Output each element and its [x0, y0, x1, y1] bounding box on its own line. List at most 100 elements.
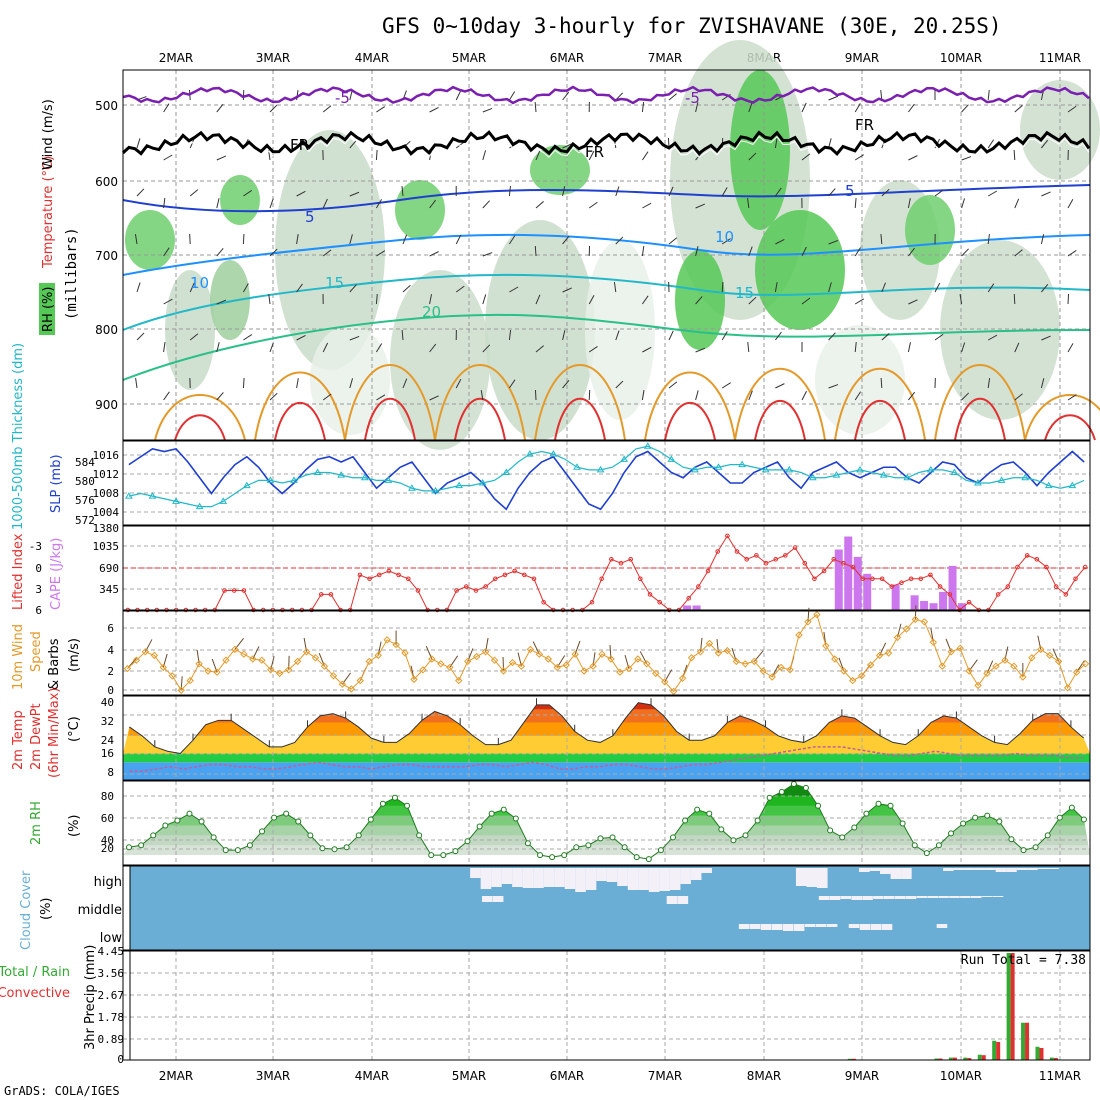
- wind-speed-marker: [240, 650, 248, 658]
- cloud-bar-low: [793, 924, 805, 931]
- cloud-bar-middle: [960, 896, 971, 898]
- wind-speed-marker: [329, 672, 338, 680]
- wind-barb: [508, 235, 516, 245]
- wind-barb: [242, 377, 245, 389]
- wind-speed-marker: [625, 664, 633, 673]
- cape-axis-label: CAPE (J/kg): [49, 538, 64, 610]
- wind-barb: [429, 294, 432, 305]
- lifted-index-marker: [463, 584, 469, 589]
- wind-tick-label: 2: [107, 665, 114, 678]
- rh-marker: [960, 820, 967, 827]
- slp-tick-label: 1016: [93, 449, 120, 462]
- wind-speed-marker: [714, 649, 723, 657]
- cloud-unit-label: (%): [39, 898, 54, 921]
- thickness-marker: [455, 481, 463, 489]
- wind-speed-marker: [938, 662, 946, 670]
- wind-barb: [1014, 342, 1020, 353]
- cape-bar: [958, 603, 967, 610]
- lifted-index-marker: [522, 572, 527, 578]
- cloud-bar-middle: [873, 896, 884, 899]
- wind-barb: [748, 296, 757, 305]
- wind-barb: [801, 390, 807, 401]
- wind-speed-marker: [759, 667, 767, 675]
- date-tick-bottom: 10MAR: [940, 1069, 982, 1083]
- wind-barb: [216, 198, 220, 209]
- precip-convective-bar: [1025, 1022, 1030, 1060]
- temp-panel-frame: [122, 695, 1091, 781]
- lifted-index-marker: [831, 557, 837, 562]
- wind-speed-marker: [687, 654, 696, 662]
- wind-barb: [908, 247, 915, 257]
- wind-speed-marker: [920, 618, 929, 626]
- wind-barb: [774, 282, 778, 293]
- wind-barb: [854, 154, 864, 161]
- wind-barb: [908, 299, 918, 305]
- date-tick-top: 10MAR: [940, 51, 982, 65]
- cloud-bar-low: [771, 924, 783, 930]
- wind-speed-marker: [598, 650, 606, 658]
- wind-barb: [695, 246, 699, 257]
- date-tick-bottom: 2MAR: [159, 1069, 194, 1083]
- wind-barb: [163, 198, 166, 209]
- wind-barb: [695, 347, 706, 353]
- wind-barb: [429, 343, 437, 353]
- wind-speed-marker: [374, 651, 382, 660]
- rh-marker: [343, 844, 350, 851]
- rh-marker: [379, 800, 386, 807]
- cloud-bar-high: [585, 868, 597, 890]
- wind-speed-marker: [535, 650, 544, 658]
- rh-marker: [839, 834, 846, 841]
- lifted-index-marker: [763, 560, 769, 566]
- wind-speed-marker: [213, 668, 221, 676]
- rh-legend-swatch: [39, 283, 55, 335]
- wind-speed-marker: [840, 667, 848, 675]
- date-tick-bottom: 9MAR: [845, 1069, 880, 1083]
- lifted-index-marker: [966, 599, 972, 605]
- cape-bar: [891, 584, 900, 610]
- precip-tick-label: 0.89: [98, 1033, 125, 1046]
- wind-speed-marker: [857, 672, 866, 680]
- contour-30: [554, 397, 606, 441]
- contour-10: [122, 233, 1091, 276]
- lifted-index-marker: [647, 592, 653, 597]
- thickness-marker: [125, 492, 133, 499]
- wind-speed-marker: [1063, 684, 1072, 692]
- wind-speed-marker: [562, 661, 570, 669]
- lifted-index-marker: [773, 557, 779, 562]
- rh-marker: [246, 842, 253, 849]
- wind-barb: [961, 198, 966, 209]
- wind-barb: [987, 234, 990, 245]
- wind-barb: [482, 150, 487, 161]
- wind-barb: [269, 392, 278, 401]
- wind-barb: [801, 102, 807, 113]
- cloud-bar-high: [1016, 868, 1028, 870]
- wind-barb: [402, 378, 408, 389]
- wind-barb: [828, 95, 839, 101]
- cape-panel-frame: [122, 525, 1091, 611]
- date-tick-top: 3MAR: [256, 51, 291, 65]
- date-tick-top: 9MAR: [845, 51, 880, 65]
- thickness-marker: [643, 442, 652, 449]
- cloud-axis-label: Cloud Cover: [19, 870, 34, 950]
- lifted-index-marker: [947, 592, 953, 597]
- wind-speed-marker: [455, 676, 463, 685]
- wind-speed-marker: [732, 657, 741, 666]
- precip-tick-label: 4.45: [98, 945, 125, 958]
- wind-barb: [189, 233, 191, 245]
- contour-5: [122, 184, 1091, 213]
- thickness-marker: [219, 497, 228, 504]
- wind-barb: [375, 293, 378, 305]
- wind-barb: [987, 283, 995, 293]
- contour-label: FR: [290, 136, 309, 154]
- lifted-index-marker: [589, 599, 595, 605]
- rh-marker: [875, 800, 882, 807]
- lifted-index-marker: [609, 557, 614, 562]
- wind-speed-marker: [481, 648, 490, 656]
- thickness-marker: [596, 465, 605, 473]
- cloud-panel-frame: [122, 865, 1091, 951]
- thickness-marker: [384, 476, 393, 483]
- wind-barb: [588, 150, 595, 161]
- wind-axis-label-4: (m/s): [67, 638, 82, 672]
- wind-speed-marker: [302, 648, 311, 656]
- wind-speed-marker: [750, 657, 758, 666]
